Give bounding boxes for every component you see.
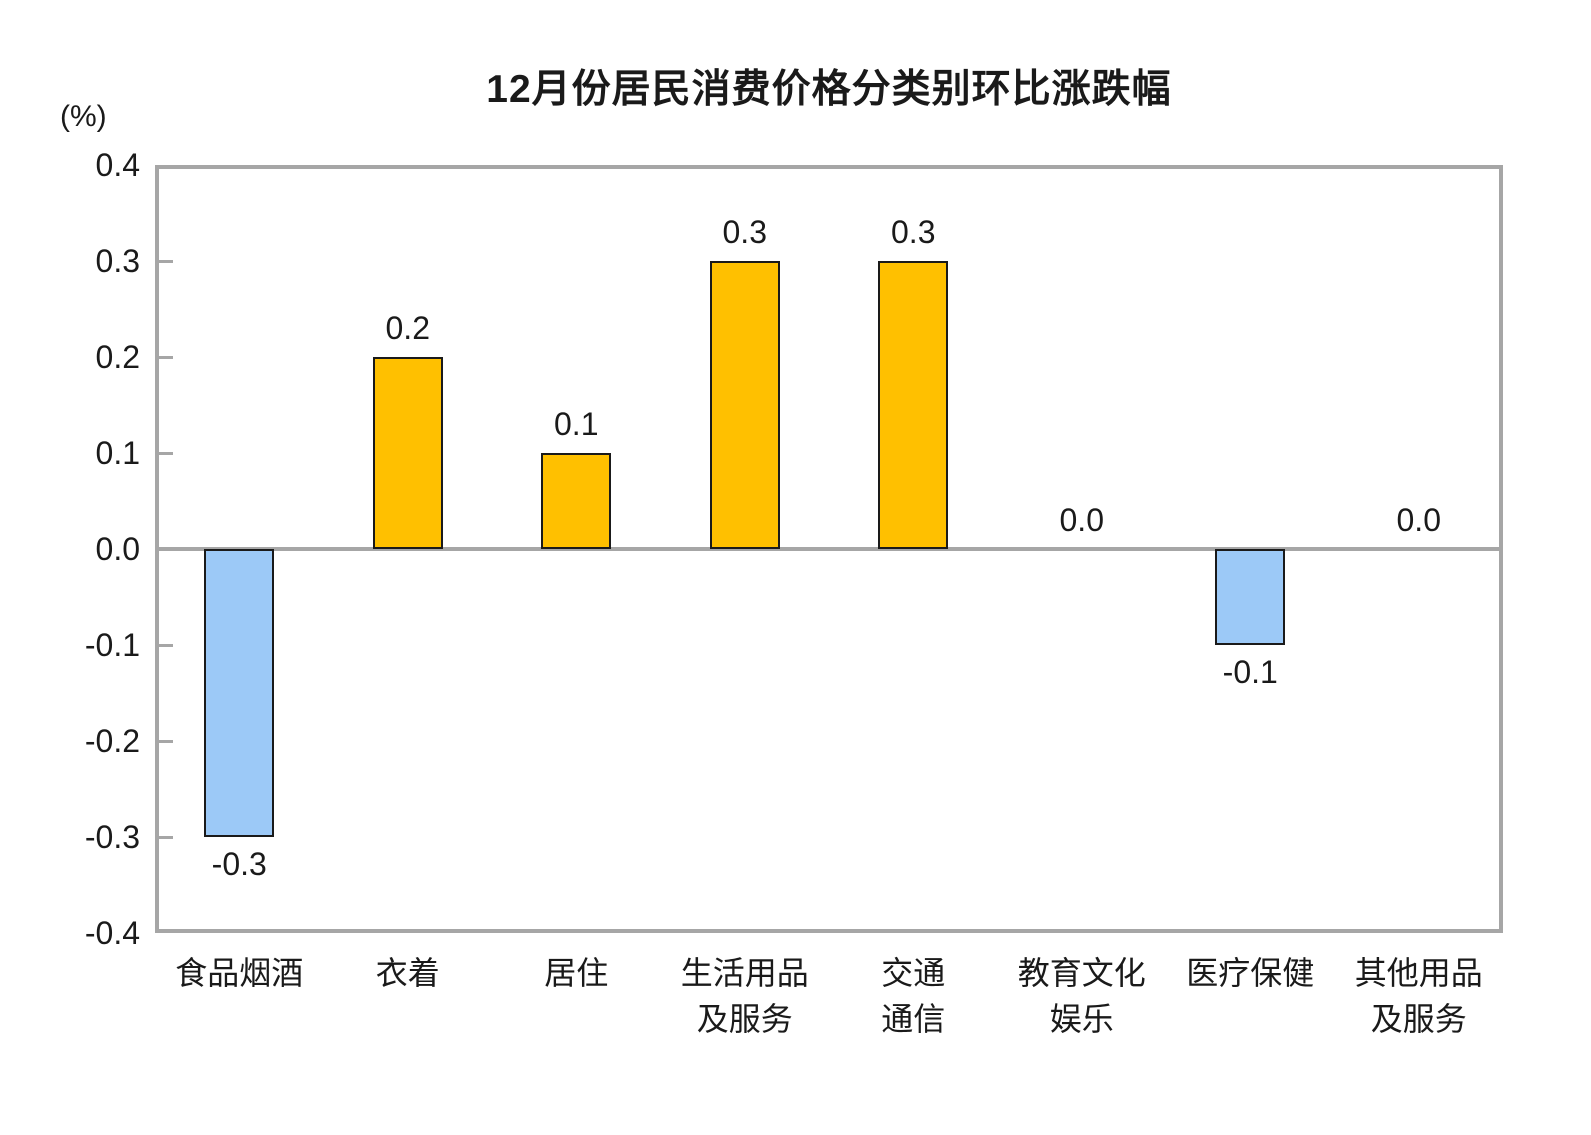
bar: [204, 549, 275, 837]
y-tick: [159, 452, 173, 455]
y-tick-label: 0.0: [95, 531, 140, 567]
x-category-label: 生活用品 及服务: [655, 950, 835, 1042]
bar-value-label: 0.0: [1059, 502, 1104, 538]
y-tick-label: -0.4: [84, 915, 140, 951]
x-category-label-line: 食品烟酒: [175, 955, 304, 991]
x-category-label-line: 交通: [881, 955, 946, 991]
chart-title: 12月份居民消费价格分类别环比涨跌幅: [486, 68, 1172, 111]
x-category-label: 医疗保健: [1160, 950, 1340, 996]
x-category-label-line: 医疗保健: [1186, 955, 1315, 991]
y-tick-label: 0.1: [95, 435, 140, 471]
bar-value-label: -0.3: [211, 846, 267, 882]
x-category-label-line: 居住: [544, 955, 609, 991]
x-category-label: 衣着: [318, 950, 498, 996]
y-tick-label: 0.2: [95, 339, 140, 375]
x-category-label: 居住: [486, 950, 666, 996]
x-category-label-line: 生活用品: [680, 955, 809, 991]
x-category-label-line: 其他用品: [1354, 955, 1483, 991]
bar: [372, 357, 443, 549]
y-tick: [159, 356, 173, 359]
bar-value-label: 0.2: [385, 310, 430, 346]
bar-value-label: 0.3: [891, 214, 936, 250]
bar: [878, 261, 949, 549]
y-tick-label: 0.4: [95, 147, 140, 183]
x-category-label-line: 及服务: [1370, 1001, 1467, 1037]
bar-value-label: 0.3: [722, 214, 767, 250]
y-tick-label: -0.1: [84, 627, 140, 663]
x-category-label: 食品烟酒: [149, 950, 329, 996]
x-category-label-line: 衣着: [375, 955, 440, 991]
bar-value-label: 0.0: [1396, 502, 1441, 538]
bar: [541, 453, 612, 549]
y-tick-label: -0.2: [84, 723, 140, 759]
x-category-label: 教育文化 娱乐: [992, 950, 1172, 1042]
x-category-label-line: 教育文化: [1017, 955, 1146, 991]
x-category-label-line: 及服务: [696, 1001, 793, 1037]
bar: [1215, 549, 1286, 645]
bar-value-label: -0.1: [1222, 654, 1278, 690]
y-tick: [159, 740, 173, 743]
zero-line: [155, 547, 1503, 551]
y-tick: [159, 644, 173, 647]
bar: [709, 261, 780, 549]
y-tick: [159, 260, 173, 263]
x-category-label: 交通 通信: [823, 950, 1003, 1042]
y-tick-label: 0.3: [95, 243, 140, 279]
x-category-label: 其他用品 及服务: [1329, 950, 1509, 1042]
y-axis-unit-label: (%): [60, 100, 107, 133]
bar-value-label: 0.1: [554, 406, 599, 442]
x-category-label-line: 通信: [881, 1001, 946, 1037]
y-tick: [159, 836, 173, 839]
y-tick-label: -0.3: [84, 819, 140, 855]
x-category-label-line: 娱乐: [1049, 1001, 1114, 1037]
